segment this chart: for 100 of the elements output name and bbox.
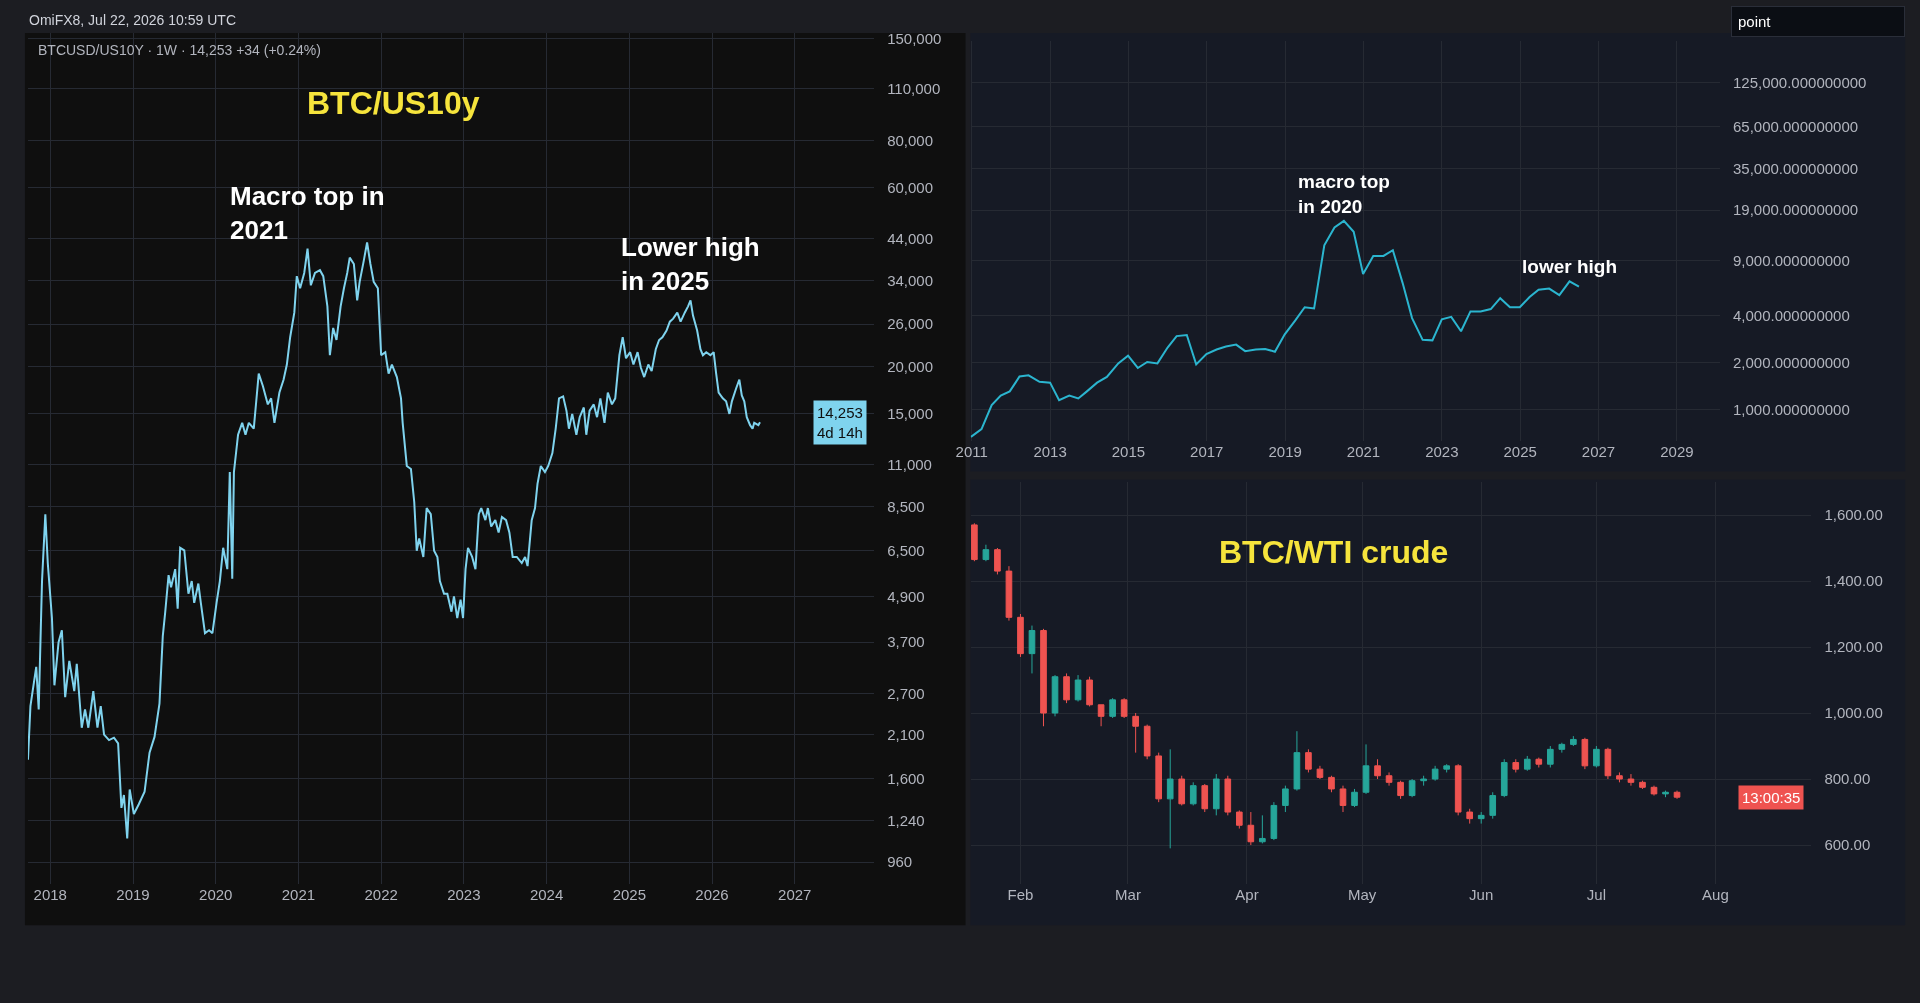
candlestick — [971, 522, 978, 562]
y-tick-label: 9,000.000000000 — [1732, 251, 1850, 269]
candlestick — [1523, 755, 1531, 772]
x-tick-label: 2018 — [33, 886, 67, 903]
candlestick — [1005, 565, 1013, 622]
y-tick-label: 1,200.00 — [1824, 638, 1883, 656]
candlestick — [1351, 788, 1358, 808]
candlestick — [1293, 730, 1301, 792]
candlestick — [994, 547, 1001, 575]
candlestick — [1500, 758, 1508, 798]
y-tick-label: 4,900 — [887, 587, 925, 605]
candlestick — [1339, 785, 1347, 813]
candlestick — [1616, 771, 1623, 783]
annotation: Macro top in 2021 — [230, 181, 385, 245]
candlestick — [1408, 778, 1416, 798]
y-tick-label: 1,240 — [887, 811, 925, 829]
candlestick — [1097, 704, 1105, 727]
y-tick-label: 26,000 — [887, 315, 934, 333]
candlestick — [1443, 763, 1450, 773]
y-tick-label: 20,000 — [887, 358, 934, 376]
y-tick-label: 15,000 — [887, 405, 934, 423]
candlestick — [1189, 781, 1197, 806]
x-tick-label: 2025 — [1503, 443, 1537, 460]
candlestick — [1120, 697, 1128, 719]
y-tick-label: 65,000.000000000 — [1732, 117, 1859, 135]
candlestick — [1374, 758, 1381, 780]
x-tick-label: Feb — [1007, 886, 1034, 903]
candlestick — [1604, 747, 1612, 780]
candlestick — [1282, 785, 1289, 813]
candlestick — [1086, 676, 1093, 707]
candlestick — [1236, 809, 1243, 830]
annotation: 13:00:35 — [1742, 789, 1801, 806]
candlestick — [1063, 672, 1070, 704]
x-tick-label: 2017 — [1190, 443, 1224, 460]
candlestick — [1558, 742, 1566, 754]
line-series — [970, 219, 1580, 438]
y-tick-label: 35,000.000000000 — [1732, 159, 1859, 177]
candlestick — [1328, 775, 1335, 793]
y-tick-label: 44,000 — [887, 229, 934, 247]
x-tick-label: 2029 — [1660, 443, 1694, 460]
x-tick-label: 2026 — [695, 886, 729, 903]
x-tick-label: 2021 — [281, 886, 316, 903]
candlestick — [1132, 712, 1139, 754]
x-tick-label: 2015 — [1111, 443, 1146, 460]
y-tick-label: 1,400.00 — [1824, 572, 1883, 590]
x-tick-label: Apr — [1235, 886, 1259, 903]
candlestick — [1143, 724, 1151, 760]
text: point — [1738, 13, 1772, 30]
candlestick — [1535, 757, 1543, 768]
candlestick — [1547, 745, 1554, 768]
text: BTC/WTI crude — [1219, 534, 1449, 570]
candlestick — [1305, 748, 1312, 773]
candlestick — [1270, 801, 1278, 841]
candlestick — [1074, 674, 1082, 702]
x-tick-label: 2024 — [529, 886, 564, 903]
candlestick — [1178, 775, 1186, 806]
candlestick — [1431, 765, 1439, 782]
x-tick-label: 2011 — [955, 443, 988, 460]
annotation: 14,253 4d 14h — [817, 404, 863, 441]
candlestick — [1650, 785, 1658, 797]
y-tick-label: 6,500 — [887, 541, 925, 559]
y-tick-label: 600.00 — [1824, 836, 1871, 854]
x-tick-label: 2019 — [1268, 443, 1302, 460]
y-tick-label: 19,000.000000000 — [1732, 201, 1859, 219]
y-tick-label: 60,000 — [887, 179, 934, 197]
y-tick-label: 1,000.000000000 — [1732, 400, 1850, 418]
annotation: macro top in 2020 — [1298, 171, 1390, 217]
candlestick — [1247, 811, 1255, 846]
y-tick-label: 1,600.00 — [1824, 506, 1883, 524]
x-tick-label: 2022 — [364, 886, 398, 903]
x-tick-label: May — [1348, 886, 1377, 903]
text: OmiFX8, Jul 22, 2026 10:59 UTC — [29, 12, 236, 28]
x-tick-label: 2027 — [778, 886, 812, 903]
x-tick-label: Mar — [1115, 886, 1141, 903]
x-tick-label: 2021 — [1346, 443, 1381, 460]
candlestick — [1397, 780, 1404, 800]
y-tick-label: 4,000.000000000 — [1732, 306, 1850, 324]
candlestick — [1673, 790, 1681, 800]
candlestick — [1040, 628, 1047, 727]
x-tick-label: Jul — [1586, 886, 1606, 903]
candlestick — [1385, 771, 1393, 787]
x-tick-label: 2023 — [447, 886, 481, 903]
y-tick-label: 11,000 — [887, 455, 932, 473]
candlestick — [1489, 791, 1497, 820]
x-tick-label: 2019 — [116, 886, 150, 903]
candlestick — [1201, 783, 1209, 813]
candlestick — [1512, 758, 1520, 773]
candlestick — [1362, 743, 1370, 795]
candlestick — [1639, 780, 1646, 790]
candlestick — [1593, 745, 1600, 768]
x-tick-label: Aug — [1702, 886, 1729, 903]
candlestick — [1581, 737, 1589, 770]
candlestick — [1166, 748, 1174, 849]
candlestick — [1051, 674, 1059, 717]
candlestick — [1109, 697, 1116, 719]
candlestick — [1155, 752, 1163, 803]
candlestick — [1316, 765, 1324, 780]
candlestick — [1627, 773, 1635, 787]
annotation: lower high — [1522, 256, 1617, 277]
x-tick-label: Jun — [1469, 886, 1494, 903]
